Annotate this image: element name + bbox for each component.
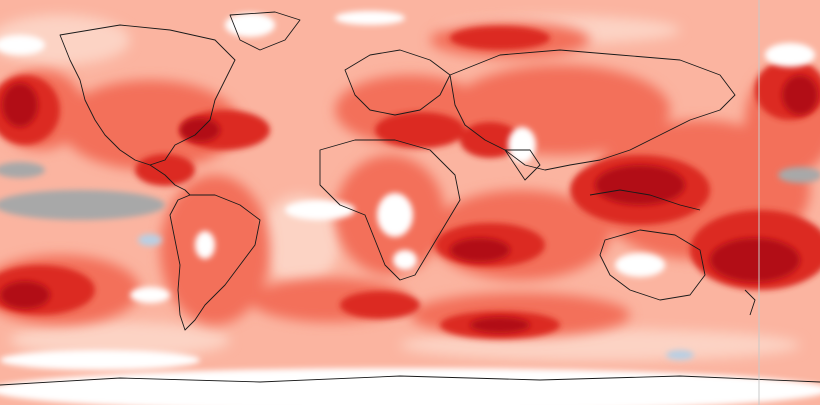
- strong-patch-mexico: [135, 154, 195, 186]
- moderate-patch-north-america: [60, 80, 240, 170]
- strong-patch-east-russia: [450, 26, 550, 50]
- extreme-patch-south-pacific: [0, 281, 50, 309]
- coastline-australia: [599, 229, 706, 301]
- extreme-patch-north-pacific: [782, 75, 818, 115]
- extreme-patch-northeast-pacific: [2, 83, 38, 127]
- extreme-anomaly-layer: [0, 75, 818, 333]
- extreme-patch-indian-ocean: [450, 238, 510, 262]
- negative-gray-east-pacific: [0, 190, 165, 220]
- extreme-patch-tasman: [710, 238, 800, 282]
- coastline-asia: [449, 49, 736, 171]
- coastline-south-america: [169, 194, 261, 331]
- neutral-south-africa: [393, 250, 417, 270]
- neutral-india: [508, 127, 536, 163]
- strong-patch-mediterranean: [375, 112, 465, 148]
- neutral-tropical-atlantic: [285, 200, 355, 220]
- coastline-europe: [344, 49, 451, 116]
- negative-gray-east-pacific-2: [0, 162, 45, 178]
- coastline-central-america: [149, 164, 191, 196]
- negative-blue-southern: [666, 350, 694, 360]
- coastline-new-zealand: [744, 289, 756, 316]
- neutral-arctic-patch: [335, 11, 405, 25]
- coastline-layer: [0, 11, 820, 386]
- coastline-north-america: [59, 24, 236, 166]
- extreme-patch-southern-indian: [470, 317, 530, 333]
- coastline-greenland: [229, 11, 301, 51]
- strong-patch-south-atlantic: [340, 291, 420, 319]
- coastline-africa: [319, 139, 461, 281]
- neutral-south-pacific-patch: [130, 287, 170, 303]
- extreme-patch-maritime-continent: [595, 165, 685, 205]
- neutral-south-pacific-band: [0, 350, 200, 370]
- light-patch-south-ocean-west: [10, 322, 230, 358]
- coastline-antarctica: [0, 375, 820, 386]
- neutral-greenland: [225, 13, 275, 37]
- neutral-antarctica: [0, 368, 820, 405]
- negative-anomaly-layer: [0, 162, 820, 360]
- neutral-north-pacific: [0, 35, 45, 55]
- moderate-patch-south-america: [160, 175, 270, 325]
- strong-patch-arabia: [460, 122, 520, 158]
- neutral-brazil-patch: [195, 231, 215, 259]
- neutral-central-africa: [377, 193, 413, 237]
- coastline-india: [504, 149, 541, 181]
- neutral-australia-patch: [615, 253, 665, 277]
- negative-blue-east-pacific: [138, 234, 162, 246]
- neutral-anomaly-layer: [0, 11, 820, 405]
- neutral-north-pacific-east: [765, 43, 815, 67]
- negative-gray-east-edge: [778, 167, 820, 183]
- coastline-indonesia: [589, 189, 701, 211]
